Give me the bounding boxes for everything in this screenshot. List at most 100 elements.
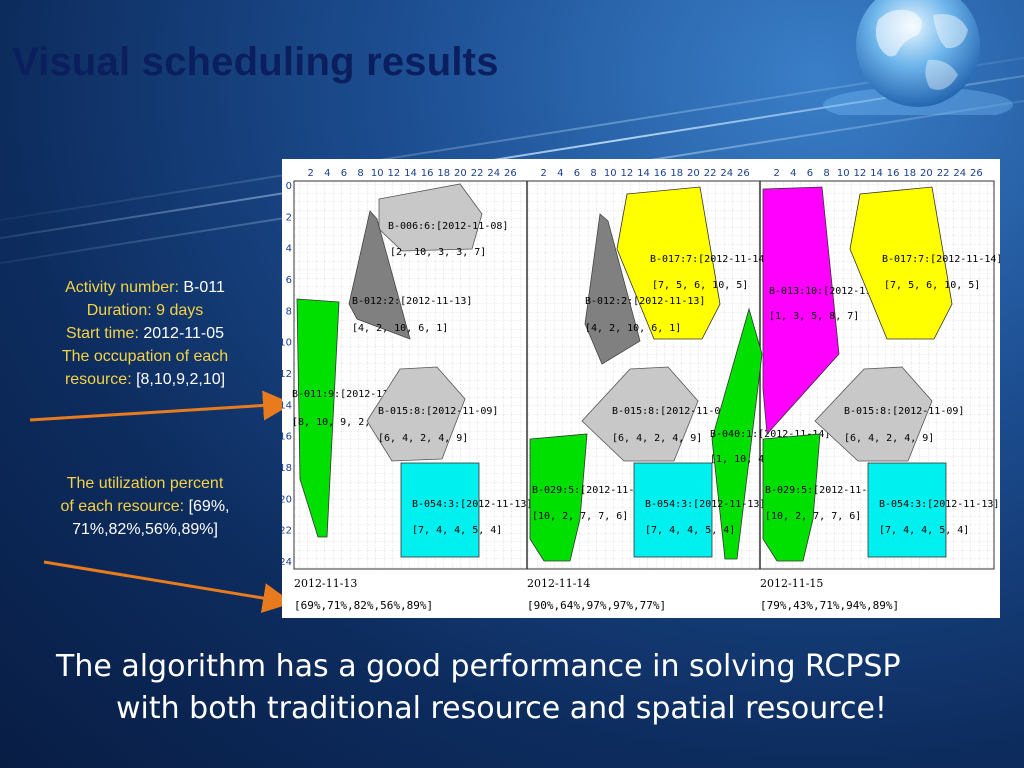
- utilization-line-1: The utilization percent: [66, 475, 224, 492]
- schedule-chart: 2 4 6 8 10 12 14 16 18 20 22 24 26 2 4 6 8 10 12 14 16 18 20 22…: [282, 168, 1000, 612]
- activity-resources: [2, 10, 3, 3, 7]: [390, 247, 486, 258]
- activity-number-label: Activity number:: [65, 279, 184, 296]
- activity-resources: [7, 4, 4, 5, 4]: [412, 525, 502, 536]
- conclusion-text: The algorithm has a good performance in …: [56, 646, 996, 730]
- x-tick-label: 2: [540, 168, 546, 179]
- occupation-line-2: resource: [8,10,9,2,10]: [30, 368, 260, 391]
- activity-shape-b015: [366, 366, 466, 462]
- x-tick-label: 24: [487, 168, 500, 179]
- panel-1: B-006:6:[2012-11-08] [2, 10, 3, 3, 7] B-…: [292, 183, 532, 612]
- activity-label: B-029:5:[2012-11-14]: [765, 485, 885, 496]
- x-tick-label: 14: [870, 168, 883, 179]
- x-tick-label: 6: [341, 168, 347, 179]
- x-tick-label: 22: [704, 168, 717, 179]
- panel-date: 2012-11-14: [527, 577, 590, 590]
- x-tick-label: 16: [654, 168, 667, 179]
- activity-shape-b029: [529, 433, 588, 562]
- x-tick-label: 12: [387, 168, 400, 179]
- activity-shape-b011: [296, 298, 340, 538]
- x-tick-label: 10: [837, 168, 850, 179]
- x-tick-label: 4: [790, 168, 796, 179]
- x-tick-label: 8: [590, 168, 596, 179]
- x-tick-label: 20: [687, 168, 700, 179]
- y-tick-label: 12: [282, 369, 292, 380]
- x-tick-label: 14: [637, 168, 650, 179]
- x-tick-label: 10: [604, 168, 617, 179]
- x-tick-label: 8: [357, 168, 363, 179]
- activity-resources: [6, 4, 2, 4, 9]: [612, 433, 702, 444]
- x-tick-label: 22: [937, 168, 950, 179]
- activity-shape-b015c: [814, 366, 933, 462]
- activity-resources: [10, 2, 7, 7, 6]: [532, 511, 628, 522]
- start-time-line: Start time: 2012-11-05: [30, 322, 260, 345]
- activity-shape-b017b: [849, 186, 953, 340]
- activity-resources: [10, 2, 7, 7, 6]: [765, 511, 861, 522]
- activity-label: B-054:3:[2012-11-13]: [879, 499, 999, 510]
- activity-resources: [4, 2, 10, 6, 1]: [352, 323, 448, 334]
- activity-shape-b040: [711, 307, 763, 560]
- x-tick-label: 26: [970, 168, 983, 179]
- x-tick-label: 12: [620, 168, 633, 179]
- x-tick-label: 6: [807, 168, 813, 179]
- utilization-annotation: The utilization percent of each resource…: [30, 472, 260, 541]
- activity-shape-b012: [348, 210, 411, 340]
- activity-annotation: Activity number: B-011 Duration: 9 days …: [30, 276, 260, 391]
- utilization-line-3: 71%,82%,56%,89%]: [72, 521, 218, 538]
- y-tick-label: 0: [286, 181, 292, 192]
- activity-label: B-006:6:[2012-11-08]: [388, 221, 508, 232]
- utilization-value-start: [69%,: [188, 498, 230, 515]
- activity-label: B-017:7:[2012-11-14]: [650, 254, 770, 265]
- y-tick-label: 14: [282, 400, 292, 411]
- activity-resources: [7, 4, 4, 5, 4]: [645, 525, 735, 536]
- activity-shape-b012b: [584, 213, 641, 365]
- activity-label: B-015:8:[2012-11-09]: [378, 406, 498, 417]
- activity-resources: [4, 2, 10, 6, 1]: [585, 323, 681, 334]
- x-tick-label: 2: [307, 168, 313, 179]
- activity-resources: [7, 5, 6, 10, 5]: [884, 280, 980, 291]
- y-tick-label: 2: [286, 212, 292, 223]
- x-tick-label: 18: [437, 168, 450, 179]
- y-tick-label: 6: [286, 275, 292, 286]
- schedule-figure: 2 4 6 8 10 12 14 16 18 20 22 24 26 2 4 6 8 10 12 14 16 18 20 22…: [282, 159, 1000, 618]
- activity-label: B-011:9:[2012-11-05]: [292, 389, 412, 400]
- activity-shape-b029b: [762, 433, 821, 562]
- x-tick-label: 16: [887, 168, 900, 179]
- activity-shape-b015b: [581, 366, 699, 462]
- start-time-value: 2012-11-05: [143, 325, 224, 342]
- activity-shape-b017: [616, 186, 721, 340]
- x-tick-label: 26: [737, 168, 750, 179]
- activity-resources: [7, 5, 6, 10, 5]: [652, 280, 748, 291]
- activity-label: B-040:1:[2012-11-14]: [710, 429, 830, 440]
- utilization-line-2: of each resource: [69%,: [30, 495, 260, 518]
- x-tick-label: 26: [504, 168, 517, 179]
- y-tick-label: 22: [282, 526, 292, 537]
- activity-shape-b013: [762, 186, 840, 435]
- activity-resources: [1, 3, 5, 8, 7]: [769, 311, 859, 322]
- x-tick-label: 8: [823, 168, 829, 179]
- y-tick-label: 4: [286, 244, 292, 255]
- activity-resources: [1, 10, 4, 3, 2]: [710, 454, 806, 465]
- activity-shape-b054b: [633, 462, 713, 558]
- activity-shape-b054: [400, 462, 480, 558]
- activity-resources: [6, 4, 2, 4, 9]: [378, 433, 468, 444]
- activity-number-value: B-011: [183, 279, 225, 296]
- x-tick-label: 12: [853, 168, 866, 179]
- x-tick-label: 14: [404, 168, 417, 179]
- activity-resources: [6, 4, 2, 4, 9]: [844, 433, 934, 444]
- activity-label: B-054:3:[2012-11-13]: [412, 499, 532, 510]
- activity-label: B-012:2:[2012-11-13]: [585, 296, 705, 307]
- x-tick-label: 2: [773, 168, 779, 179]
- y-tick-label: 10: [282, 338, 292, 349]
- x-tick-label: 24: [953, 168, 966, 179]
- conclusion-line-1: The algorithm has a good performance in …: [56, 649, 901, 684]
- panel-date: 2012-11-13: [294, 577, 357, 590]
- duration-line: Duration: 9 days: [86, 302, 204, 319]
- x-tick-label: 16: [421, 168, 434, 179]
- panel-utilization: [79%,43%,71%,94%,89%]: [760, 599, 899, 612]
- conclusion-line-2: with both traditional resource and spati…: [116, 691, 887, 726]
- y-tick-label: 16: [282, 432, 292, 443]
- page-title: Visual scheduling results: [12, 40, 499, 84]
- globe-icon: [823, 0, 1013, 115]
